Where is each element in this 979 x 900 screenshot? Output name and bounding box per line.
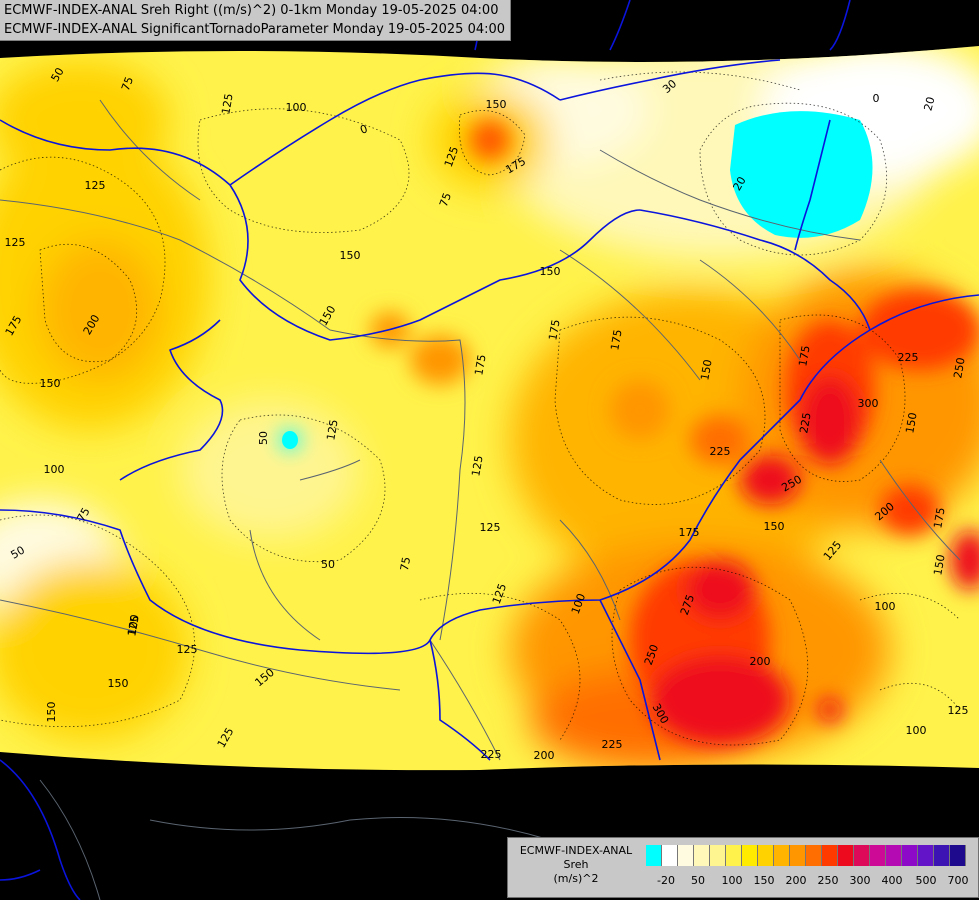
legend-tick-label: 200 — [785, 874, 807, 887]
contour-label: 125 — [324, 418, 340, 441]
contour-label: 150 — [931, 553, 947, 576]
contour-label: 175 — [679, 526, 700, 539]
contour-label: 225 — [710, 445, 731, 458]
contour-label: 100 — [125, 613, 141, 636]
legend-swatch — [902, 845, 918, 866]
contour-label: 125 — [948, 704, 969, 717]
legend-swatches — [646, 845, 966, 866]
legend-title: ECMWF-INDEX-ANAL Sreh (m/s)^2 — [510, 844, 642, 886]
contour-label: 100 — [906, 724, 927, 737]
contour-label: 150 — [698, 358, 714, 381]
contour-label: 125 — [85, 179, 106, 192]
legend-swatch — [678, 845, 694, 866]
contour-label: 100 — [286, 101, 307, 114]
legend-parameter: Sreh — [563, 858, 589, 871]
legend-swatch — [646, 845, 662, 866]
contour-label: 175 — [796, 344, 812, 367]
color-legend: ECMWF-INDEX-ANAL Sreh (m/s)^2 -20 50 100 15… — [507, 837, 979, 898]
map-title: ECMWF-INDEX-ANAL Sreh Right ((m/s)^2) 0-… — [0, 0, 512, 41]
legend-swatch — [838, 845, 854, 866]
legend-tick-label: 50 — [691, 874, 705, 887]
contour-label: 75 — [398, 556, 413, 572]
legend-swatch — [886, 845, 902, 866]
contour-label: 125 — [177, 643, 198, 656]
legend-swatch — [710, 845, 726, 866]
contour-label: 225 — [481, 748, 502, 761]
contour-label: 150 — [340, 249, 361, 262]
legend-model: ECMWF-INDEX-ANAL — [519, 844, 633, 857]
legend-swatch — [726, 845, 742, 866]
legend-tick-label: 400 — [881, 874, 903, 887]
legend-swatch — [742, 845, 758, 866]
contour-label: 50 — [321, 558, 335, 571]
contour-label: 125 — [219, 92, 235, 115]
legend-swatch — [790, 845, 806, 866]
contour-label: 150 — [540, 265, 561, 278]
legend-tick-label: 150 — [753, 874, 775, 887]
legend-tick-label: 250 — [817, 874, 839, 887]
contour-label: 150 — [40, 377, 61, 390]
contour-label: 125 — [125, 614, 141, 637]
contour-label: 175 — [472, 353, 488, 376]
negative-sreh-area — [730, 111, 873, 238]
contour-label: 200 — [750, 655, 771, 668]
contour-label: 0 — [873, 92, 880, 105]
contour-label: 125 — [480, 521, 501, 534]
contour-label: 175 — [608, 328, 624, 351]
contour-label: 75 — [74, 505, 92, 524]
contour-label: 50 — [8, 543, 27, 561]
legend-tick-label: 100 — [721, 874, 743, 887]
rivers — [0, 99, 961, 900]
contour-label: 225 — [898, 351, 919, 364]
contour-label: 150 — [486, 98, 507, 111]
contour-label: 175 — [546, 318, 562, 341]
legend-swatch — [662, 845, 678, 866]
legend-swatch — [694, 845, 710, 866]
contour-lines — [0, 71, 961, 746]
legend-tick-label: 500 — [915, 874, 937, 887]
contour-label: 125 — [5, 236, 26, 249]
legend-swatch — [758, 845, 774, 866]
legend-swatch — [854, 845, 870, 866]
contour-label: 150 — [45, 702, 58, 723]
contour-label: 20 — [730, 174, 748, 193]
legend-swatch — [950, 845, 966, 866]
contour-label: 50 — [48, 65, 66, 84]
legend-tick-label: 300 — [849, 874, 871, 887]
legend-swatch — [774, 845, 790, 866]
contour-label: 175 — [931, 506, 947, 529]
legend-units: (m/s)^2 — [553, 872, 599, 885]
contour-label: 20 — [921, 95, 937, 112]
contour-label: 225 — [602, 738, 623, 751]
contour-label: 0 — [358, 122, 369, 137]
contour-label: 150 — [764, 520, 785, 533]
contour-label: 100 — [875, 600, 896, 613]
title-line-2: ECMWF-INDEX-ANAL SignificantTornadoParam… — [4, 22, 506, 37]
contour-label: 100 — [44, 463, 65, 476]
contour-label: 50 — [257, 431, 270, 445]
title-line-1: ECMWF-INDEX-ANAL Sreh Right ((m/s)^2) 0-… — [4, 3, 499, 18]
sreh-field — [0, 46, 979, 771]
legend-swatch — [822, 845, 838, 866]
contour-label: 75 — [437, 191, 454, 209]
contour-label: 75 — [119, 75, 136, 93]
legend-tick-label: 700 — [947, 874, 969, 887]
contour-label: 150 — [108, 677, 129, 690]
contour-label: 250 — [951, 356, 967, 379]
legend-ticks: -20 50 100 150 200 250 300 400 500 700 — [646, 874, 976, 890]
legend-swatch — [918, 845, 934, 866]
legend-tick-label: -20 — [657, 874, 675, 887]
contour-label: 225 — [797, 411, 813, 434]
contour-label: 300 — [858, 397, 879, 410]
legend-swatch — [934, 845, 950, 866]
contour-label: 125 — [469, 454, 485, 477]
legend-swatch — [870, 845, 886, 866]
contour-label: 200 — [534, 749, 555, 762]
legend-swatch — [806, 845, 822, 866]
contour-label: 150 — [903, 411, 919, 434]
